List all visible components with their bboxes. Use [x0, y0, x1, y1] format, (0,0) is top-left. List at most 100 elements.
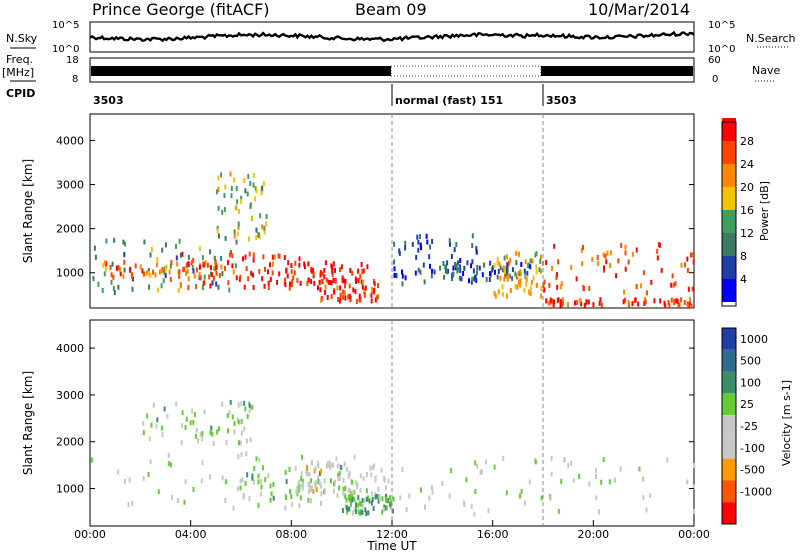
data-cell: [129, 267, 131, 273]
nave-tick-top: 60: [708, 55, 721, 66]
data-cell: [560, 281, 563, 287]
data-cell: [269, 262, 271, 268]
data-cell: [239, 440, 242, 446]
data-cell: [519, 493, 521, 499]
data-cell: [353, 454, 356, 460]
data-cell: [496, 256, 499, 262]
data-cell: [393, 259, 396, 265]
data-cell: [526, 271, 529, 276]
data-cell: [324, 284, 327, 290]
data-cell: [323, 478, 326, 484]
data-cell: [363, 292, 366, 298]
data-cell: [336, 463, 339, 469]
data-cell: [229, 171, 232, 177]
data-cell: [320, 297, 323, 303]
data-cell: [287, 260, 290, 266]
data-cell: [493, 263, 496, 268]
data-cell: [377, 294, 380, 300]
data-cell: [399, 495, 402, 501]
colorbar-tick-label: 8: [740, 250, 747, 263]
data-cell: [131, 501, 134, 506]
data-cell: [208, 274, 211, 280]
data-cell: [201, 431, 204, 436]
data-cell: [240, 401, 243, 407]
data-cell: [243, 400, 246, 406]
noise-tick-top-right: 10^5: [708, 20, 735, 31]
data-cell: [344, 494, 347, 500]
data-cell: [258, 269, 261, 274]
data-cell: [117, 284, 120, 290]
data-cell: [361, 503, 364, 509]
data-cell: [240, 195, 243, 201]
data-cell: [551, 265, 553, 271]
data-cell: [265, 221, 268, 227]
data-cell: [311, 267, 314, 273]
data-cell: [343, 461, 346, 467]
data-cell: [348, 471, 351, 477]
data-cell: [371, 287, 374, 292]
data-cell: [221, 209, 224, 215]
data-cell: [165, 264, 168, 270]
data-cell: [499, 265, 502, 271]
data-cell: [563, 457, 566, 462]
data-cell: [240, 452, 243, 458]
data-cell: [506, 262, 509, 268]
data-cell: [313, 280, 316, 286]
data-cell: [298, 479, 301, 485]
data-cell: [276, 279, 279, 285]
data-cell: [110, 272, 113, 278]
data-cell: [248, 496, 251, 501]
data-cell: [179, 283, 182, 289]
data-cell: [329, 280, 332, 285]
data-cell: [357, 495, 360, 501]
data-cell: [561, 297, 564, 303]
data-cell: [306, 471, 309, 476]
data-cell: [415, 254, 418, 260]
data-cell: [201, 285, 204, 291]
colorbar-tick-label: 24: [740, 158, 754, 171]
data-cell: [221, 475, 224, 481]
data-cell: [97, 281, 100, 287]
data-cell: [220, 264, 223, 270]
data-cell: [315, 487, 318, 492]
data-cell: [113, 237, 116, 243]
data-cell: [336, 285, 339, 291]
data-cell: [185, 263, 188, 269]
data-cell: [248, 403, 251, 409]
data-cell: [263, 229, 266, 235]
data-cell: [291, 279, 294, 285]
data-cell: [148, 284, 151, 290]
x-tick-label: 08:00: [275, 528, 307, 541]
colorbar-tick-label: 16: [740, 204, 754, 217]
data-cell: [337, 297, 340, 302]
data-cell: [579, 297, 582, 303]
data-cell: [178, 273, 181, 279]
data-cell: [355, 299, 358, 304]
data-cell: [417, 267, 420, 273]
data-cell: [156, 257, 159, 262]
data-cell: [303, 264, 306, 270]
data-cell: [609, 262, 612, 268]
data-cell: [216, 429, 219, 435]
data-cell: [147, 472, 150, 477]
data-cell: [203, 409, 206, 415]
data-cell: [534, 252, 537, 258]
data-cell: [360, 261, 363, 267]
data-cell: [667, 300, 670, 305]
data-cell: [216, 225, 219, 231]
data-cell: [431, 489, 434, 495]
data-cell: [515, 260, 518, 266]
data-cell: [423, 279, 426, 285]
data-cell: [124, 241, 127, 247]
data-cell: [119, 267, 122, 273]
data-cell: [183, 499, 186, 505]
data-cell: [448, 493, 451, 499]
colorbar-label: Power [dB]: [758, 181, 771, 241]
data-cell: [424, 504, 426, 510]
data-cell: [162, 278, 165, 284]
data-cell: [693, 463, 696, 468]
data-cell: [476, 464, 479, 470]
data-cell: [227, 428, 229, 434]
data-cell: [494, 293, 497, 299]
